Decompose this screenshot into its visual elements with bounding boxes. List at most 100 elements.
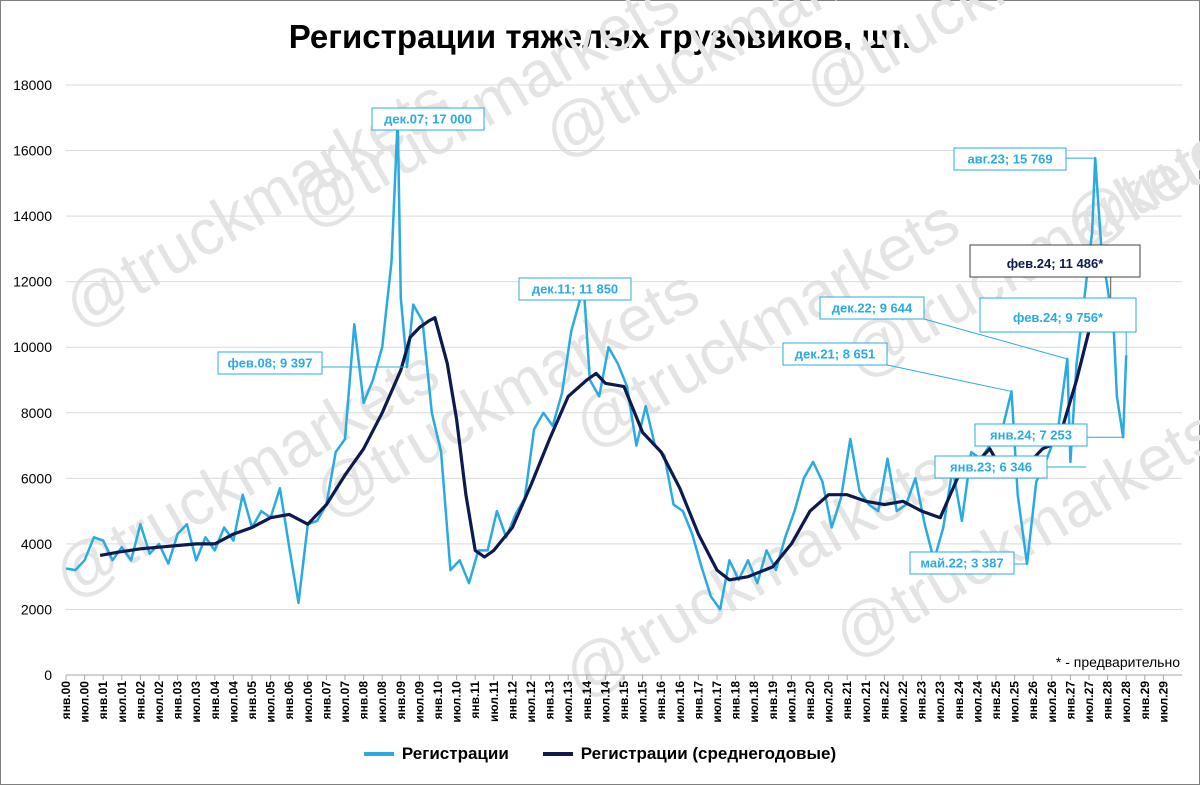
x-tick-label: июл.26	[1045, 681, 1059, 723]
annotation-box	[371, 107, 485, 131]
y-tick-label: 14000	[13, 208, 52, 224]
annotation-box	[518, 277, 632, 301]
x-tick-label: янв.23	[915, 681, 929, 720]
x-tick-label: янв.02	[133, 681, 147, 720]
x-tick-label: июл.29	[1156, 681, 1170, 723]
legend-label: Регистрации (среднегодовые)	[580, 744, 837, 763]
x-tick-label: янв.11	[468, 681, 482, 719]
annotation-label: фев.24; 11 486*	[1007, 256, 1104, 271]
x-tick-label: янв.25	[989, 681, 1003, 720]
x-tick-label: июл.17	[710, 681, 724, 723]
x-tick-label: янв.15	[617, 681, 631, 720]
legend-swatch	[363, 752, 394, 756]
y-tick-label: 2000	[21, 601, 52, 617]
preliminary-note: * - предварительно	[1055, 654, 1180, 670]
x-tick-label: июл.02	[152, 681, 166, 723]
legend-swatch	[542, 752, 573, 756]
watermark-text: @truckmarkets	[791, 0, 1200, 122]
x-tick-label: янв.20	[803, 681, 817, 720]
annotation-box	[782, 342, 888, 366]
annotation-leader	[923, 318, 1068, 360]
y-tick-label: 0	[44, 667, 52, 683]
annotation-box	[953, 147, 1067, 171]
annotation-label: янв.24; 7 253	[990, 428, 1072, 443]
x-tick-label: июл.11	[487, 681, 501, 722]
annotation-box	[974, 423, 1088, 447]
x-tick-label: янв.04	[208, 681, 222, 720]
x-tick-label: янв.24	[952, 681, 966, 720]
x-tick-label: июл.06	[301, 681, 315, 723]
x-tick-label: янв.18	[729, 681, 743, 720]
annotation-label: авг.23; 15 769	[967, 152, 1052, 167]
x-tick-label: июл.08	[375, 681, 389, 723]
x-tick-label: июл.28	[1119, 681, 1133, 723]
annotation-label: дек.11; 11 850	[532, 282, 618, 297]
x-tick-label: янв.16	[654, 681, 668, 720]
watermark-text: @truckmarkets	[1051, 0, 1200, 262]
annotation-label: фев.08; 9 397	[228, 356, 313, 371]
annotation-box	[979, 297, 1137, 333]
x-tick-label: июл.10	[450, 681, 464, 723]
x-tick-label: июл.05	[264, 681, 278, 723]
x-tick-label: июл.27	[1082, 681, 1096, 723]
legend-label: Регистрации	[401, 744, 509, 763]
y-tick-label: 16000	[13, 143, 52, 159]
x-tick-label: янв.28	[1101, 681, 1115, 720]
x-tick-label: янв.21	[840, 681, 854, 720]
x-tick-label: июл.24	[970, 681, 984, 723]
legend-item-registrations: Регистрации	[363, 744, 509, 764]
x-tick-label: июл.00	[78, 681, 92, 723]
annotation-label: дек.21; 8 651	[795, 347, 876, 362]
x-tick-label: июл.22	[896, 681, 910, 723]
x-tick-label: янв.09	[394, 681, 408, 720]
x-tick-label: июл.21	[859, 681, 873, 723]
y-tick-label: 12000	[13, 274, 52, 290]
y-tick-label: 10000	[13, 339, 52, 355]
x-tick-label: янв.22	[877, 681, 891, 720]
x-tick-label: июл.16	[673, 681, 687, 723]
annotation-box	[819, 296, 925, 320]
x-tick-label: янв.01	[96, 681, 110, 720]
x-tick-label: янв.03	[171, 681, 185, 720]
x-tick-label: янв.08	[357, 681, 371, 720]
legend: Регистрации Регистрации (среднегодовые)	[0, 744, 1200, 764]
annotation-label: янв.23; 6 346	[950, 460, 1032, 475]
annotation-box	[217, 351, 323, 375]
annotation-box	[969, 244, 1141, 278]
x-tick-label: июл.07	[338, 681, 352, 723]
x-tick-label: янв.14	[580, 681, 594, 720]
x-tick-label: янв.07	[319, 681, 333, 720]
y-tick-label: 4000	[21, 536, 52, 552]
x-tick-label: янв.12	[505, 681, 519, 720]
x-tick-label: янв.05	[245, 681, 259, 720]
annotation-label: май.22; 3 387	[920, 556, 1003, 571]
x-tick-label: июл.18	[747, 681, 761, 723]
x-tick-label: июл.14	[598, 681, 612, 723]
x-tick-label: янв.26	[1026, 681, 1040, 720]
x-tick-label: июл.15	[636, 681, 650, 723]
x-tick-label: янв.13	[543, 681, 557, 720]
x-tick-label: июл.25	[1008, 681, 1022, 723]
annotation-label: дек.07; 17 000	[384, 112, 472, 127]
annotation-leader	[886, 364, 1012, 392]
x-tick-label: июл.09	[412, 681, 426, 723]
legend-item-annual-average: Регистрации (среднегодовые)	[542, 744, 837, 764]
annotation-label: дек.22; 9 644	[832, 301, 913, 316]
annotation-box	[909, 551, 1015, 575]
y-tick-label: 6000	[21, 470, 52, 486]
x-tick-label: янв.00	[59, 681, 73, 720]
y-tick-label: 8000	[21, 405, 52, 421]
x-tick-label: июл.01	[115, 681, 129, 723]
x-tick-label: июл.13	[561, 681, 575, 723]
x-tick-label: июл.03	[189, 681, 203, 723]
x-tick-label: июл.19	[784, 681, 798, 723]
chart-title: Регистрации тяжелых грузовиков, шт.	[288, 18, 912, 55]
x-tick-label: июл.20	[822, 681, 836, 723]
y-tick-label: 18000	[13, 77, 52, 93]
annotation-box	[934, 455, 1048, 479]
x-tick-label: янв.10	[431, 681, 445, 720]
x-tick-label: июл.04	[226, 681, 240, 723]
annotation-label: фев.24; 9 756*	[1013, 310, 1104, 325]
x-tick-label: янв.19	[766, 681, 780, 720]
